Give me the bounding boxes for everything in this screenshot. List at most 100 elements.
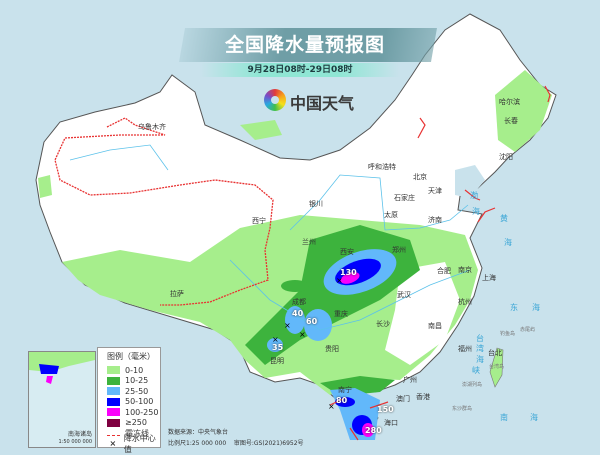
sea-label: 湾 [476, 344, 484, 353]
city-label: 哈尔滨 [499, 98, 520, 106]
city-label: 台北 [488, 349, 502, 357]
city-label: 杭州 [458, 298, 472, 306]
legend-swatch [107, 376, 120, 385]
dry-area-southeast [385, 262, 460, 365]
legend-swatch [107, 387, 120, 396]
rivers [69, 144, 471, 331]
island-label: 东沙群岛 [452, 406, 473, 412]
legend-label: 10-25 [125, 376, 149, 386]
rain-center-value: 130 [340, 268, 357, 277]
map-scale: 比例尺1:25 000 000 审图号:GS(2021)6952号 [168, 438, 304, 447]
city-label: 澳门 [396, 395, 410, 403]
yangtze-river [229, 259, 471, 331]
legend-label: 降水中心值 [123, 433, 156, 454]
city-label: 济南 [428, 216, 442, 224]
city-label: 广州 [403, 376, 417, 384]
page-title: 全国降水量预报图 [224, 34, 385, 56]
data-source: 数据来源：中央气象台 [168, 429, 229, 436]
yellow-river [289, 174, 469, 231]
city-label: 石家庄 [394, 194, 415, 202]
rain-center-marker: × [299, 330, 306, 339]
legend-item-frost-line: 霜冻线 [107, 428, 160, 439]
city-label: 南京 [458, 266, 472, 274]
legend-item: 10-25 [107, 376, 160, 387]
sea-label: 黄 [500, 214, 508, 223]
legend-swatch [107, 418, 120, 427]
inset-scale: 1:50 000 000 [58, 439, 93, 445]
legend-item: 100-250 [107, 407, 160, 418]
island-label: 台湾岛 [489, 364, 505, 370]
forecast-period: 9月28日08时-29日08时 [247, 65, 353, 75]
frost-line-marks [329, 85, 551, 441]
island-label: 赤尾屿 [520, 327, 536, 333]
sea-label: 海 [532, 303, 540, 312]
legend-swatch [107, 397, 120, 406]
legend-label: 25-50 [125, 386, 149, 396]
review-number: 审图号:GS(2021)6952号 [233, 440, 304, 447]
city-label: 沈阳 [499, 153, 513, 161]
tarim-river [69, 144, 169, 171]
brand-name: 中国天气 [290, 94, 355, 113]
inset-map [29, 352, 95, 384]
scale-text: 比例尺1:25 000 000 [168, 440, 227, 447]
legend-item: 0-10 [107, 365, 160, 376]
city-label: 兰州 [302, 238, 316, 246]
rain-center-value: 150 [377, 405, 394, 414]
city-label: 成都 [292, 298, 306, 306]
city-label: 太原 [384, 211, 398, 219]
island-label: 钓鱼岛 [500, 331, 516, 337]
city-label: 西安 [340, 248, 354, 256]
sea-label: 海 [472, 207, 480, 216]
inset-name: 南海诸岛 [67, 431, 92, 438]
frost-line-icon [107, 431, 120, 436]
rain-center-value: 35 [272, 343, 284, 352]
rain-center-value: 80 [336, 396, 348, 405]
city-label: 香港 [416, 393, 430, 401]
cross-icon: × [109, 438, 117, 448]
city-label: 长春 [504, 117, 518, 125]
legend-item-center: × 降水中心值 [107, 434, 160, 454]
city-label: 银川 [309, 200, 323, 208]
sea-label: 东 [510, 303, 518, 312]
city-label: 呼和浩特 [368, 163, 396, 171]
rain-center-value: 40 [292, 309, 304, 318]
rain-center-marker: × [328, 402, 335, 411]
legend-swatch [107, 366, 120, 375]
legend-label: 50-100 [125, 397, 154, 407]
sea-label: 海 [504, 238, 512, 247]
city-label: 郑州 [392, 246, 406, 254]
legend-label: 100-250 [125, 407, 159, 417]
city-label: 福州 [458, 345, 472, 353]
city-label: 西宁 [252, 217, 266, 225]
legend-title: 图例（毫米） [107, 352, 155, 361]
rain-zone-100-250 [340, 272, 374, 437]
rain-center-value: 280 [365, 426, 382, 435]
city-label: 南昌 [428, 322, 442, 330]
city-label: 重庆 [334, 310, 348, 318]
subtitle-bar [200, 63, 400, 77]
taiwan-island [489, 347, 504, 388]
city-label: 北京 [413, 173, 427, 181]
legend-label: 0-10 [125, 365, 144, 375]
rain-center-value: 60 [306, 317, 318, 326]
city-label: 上海 [482, 274, 496, 282]
sea-label: 南 [500, 413, 508, 422]
frost-line [54, 117, 274, 306]
south-china-sea-inset: 南海诸岛 1:50 000 000 [28, 351, 96, 448]
rain-center-markers: × × × × × [272, 276, 343, 411]
city-label: 长沙 [376, 320, 390, 328]
legend-swatch [107, 408, 120, 417]
city-label: 乌鲁木齐 [138, 123, 166, 131]
rain-center-marker: × [284, 321, 291, 330]
city-label: 合肥 [437, 267, 451, 275]
legend-item: ≥250 [107, 418, 160, 429]
sea-label: 渤 [470, 191, 478, 200]
sea-label: 海 [530, 413, 538, 422]
city-label: 贵阳 [325, 345, 339, 353]
city-label: 拉萨 [170, 290, 184, 298]
city-label: 南宁 [338, 386, 352, 394]
sea-label: 海 [476, 355, 484, 364]
legend-label: 霜冻线 [125, 428, 149, 438]
city-label: 武汉 [397, 291, 411, 299]
